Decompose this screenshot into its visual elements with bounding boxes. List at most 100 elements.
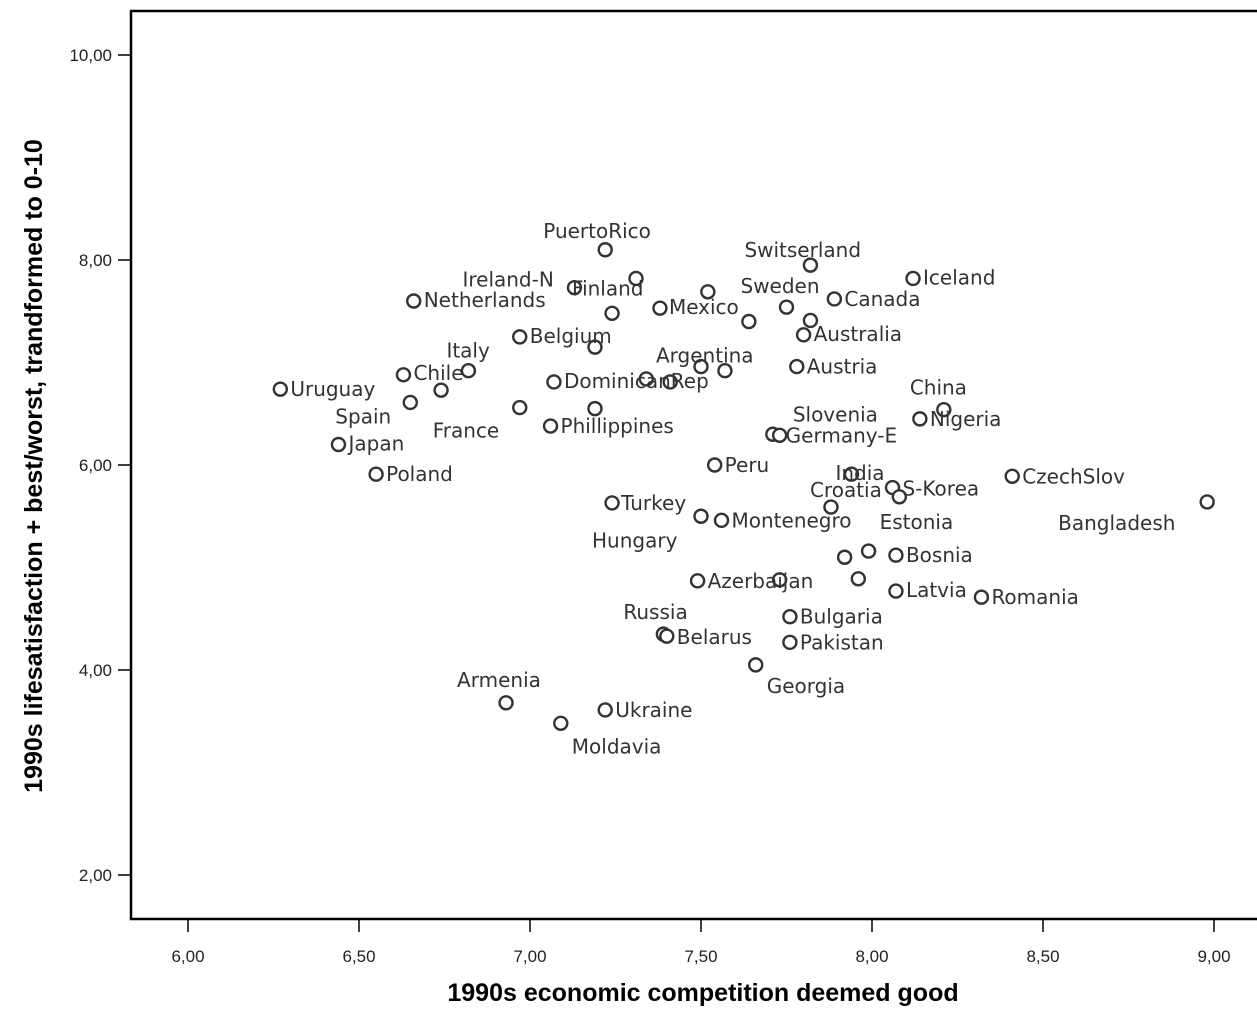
point-label: Pakistan (800, 630, 884, 654)
data-point (936, 401, 952, 418)
point-label: Bosnia (906, 543, 973, 567)
x-tick-label: 6,50 (342, 947, 375, 966)
point-label: Belgium (530, 324, 612, 348)
point-label: Croatia (810, 478, 882, 502)
data-point (717, 363, 733, 379)
y-tick-label: 8,00 (79, 251, 112, 270)
data-point (860, 543, 877, 559)
data-point (597, 702, 613, 718)
point-label: Sweden (741, 274, 820, 298)
data-point (368, 466, 384, 482)
point-label: Georgia (767, 674, 845, 698)
y-tick-label: 4,00 (79, 661, 112, 680)
data-point (659, 628, 675, 644)
data-point (888, 547, 904, 563)
data-point (1199, 494, 1215, 510)
data-point (713, 512, 730, 529)
data-point (546, 374, 562, 390)
data-point (782, 609, 798, 625)
point-label: Australia (814, 322, 902, 346)
point-label: Montenegro (732, 508, 852, 532)
data-point (587, 400, 603, 417)
y-axis-title: 1990s lifesatisfaction + best/worst, tra… (20, 139, 48, 793)
x-tick-label: 7,50 (684, 947, 717, 966)
data-point (604, 495, 620, 511)
point-label: Spain (335, 404, 391, 428)
point-label: Hungary (592, 528, 678, 552)
data-point (888, 583, 904, 599)
point-label: Bangladesh (1058, 511, 1175, 535)
point-label: Estonia (880, 510, 954, 534)
point-label: Bulgaria (800, 605, 883, 629)
point-label: Russia (623, 600, 687, 624)
point-label: Nigeria (930, 407, 1002, 431)
point-label: Argentina (656, 344, 754, 368)
data-point (973, 589, 990, 605)
point-label: Armenia (457, 668, 541, 692)
point-label: PuertoRico (543, 219, 651, 243)
data-point (891, 489, 908, 505)
y-tick-label: 10,00 (69, 46, 112, 65)
data-point (826, 291, 843, 307)
point-label: DominicanRep (564, 369, 709, 393)
point-label: Ukraine (615, 698, 692, 722)
point-label: Poland (386, 462, 453, 486)
data-point (566, 279, 583, 296)
y-tick-label: 6,00 (79, 456, 112, 475)
data-point (795, 327, 812, 343)
data-point (628, 270, 644, 287)
y-tick-label: 2,00 (79, 866, 112, 885)
data-point (460, 363, 477, 379)
point-label: Japan (346, 432, 404, 456)
data-point (402, 394, 418, 411)
x-tick-label: 8,50 (1026, 947, 1059, 966)
point-label: Phillippines (561, 414, 674, 438)
point-label: Belarus (677, 625, 752, 649)
data-point (700, 284, 716, 300)
data-point (512, 399, 528, 416)
point-label: Ireland-N (462, 268, 553, 292)
data-point (706, 457, 723, 473)
data-point (553, 715, 569, 731)
x-tick-label: 8,00 (855, 947, 888, 966)
x-axis: 6,00 6,50 7,00 7,50 8,00 8,50 9,00 (171, 919, 1231, 966)
x-tick-label: 7,00 (513, 947, 546, 966)
data-point (693, 358, 709, 375)
data-point (741, 313, 757, 330)
data-point (662, 374, 678, 390)
point-label: Slovenia (793, 402, 878, 426)
data-point (330, 436, 347, 453)
data-point (498, 695, 514, 711)
data-point (771, 572, 788, 588)
point-label: Austria (807, 355, 878, 379)
point-label: Mexico (669, 295, 739, 319)
point-label: Finland (572, 276, 643, 300)
data-point (542, 418, 559, 434)
data-point (604, 305, 620, 321)
data-point (406, 293, 422, 309)
data-point (587, 339, 603, 355)
point-label: Switserland (744, 238, 861, 262)
x-tick-label: 9,00 (1197, 947, 1230, 966)
data-point (836, 549, 853, 565)
data-point (912, 411, 928, 427)
data-point (1004, 468, 1020, 484)
point-labels: PuertoRico Switserland Iceland Ireland-N Fin… (290, 219, 1175, 759)
point-label: Italy (446, 339, 490, 363)
point-label: Romania (991, 585, 1078, 609)
point-label: Chile (413, 361, 463, 385)
point-label: Azerbaijan (708, 569, 814, 593)
data-point (802, 257, 819, 273)
data-point (771, 427, 788, 443)
point-label: S-Korea (903, 477, 980, 501)
data-point (778, 299, 795, 315)
point-label: Uruguay (290, 377, 375, 401)
data-point (843, 466, 860, 482)
data-point (433, 382, 449, 398)
data-point (905, 270, 921, 287)
x-tick-label: 6,00 (171, 947, 204, 966)
point-label: CzechSlov (1022, 464, 1125, 488)
data-point (689, 573, 706, 589)
data-point (748, 657, 764, 673)
